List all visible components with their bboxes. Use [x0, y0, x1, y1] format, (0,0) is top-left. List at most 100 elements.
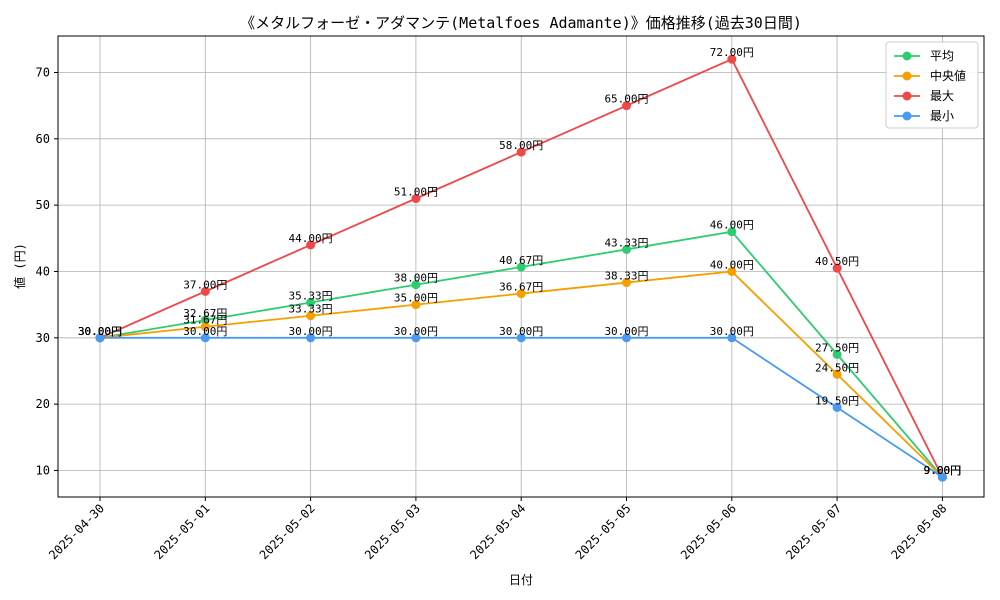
x-tick-label: 2025-05-07	[783, 501, 844, 562]
data-point	[727, 54, 737, 64]
data-label: 44.00円	[289, 232, 333, 245]
data-label: 40.00円	[710, 258, 754, 271]
x-tick-label: 2025-05-01	[151, 501, 212, 562]
data-label: 40.50円	[815, 255, 859, 268]
chart-title: 《メタルフォーゼ・アダマンテ(Metalfoes Adamante)》価格推移(…	[240, 14, 802, 32]
data-point	[516, 147, 526, 157]
x-tick-label: 2025-05-05	[573, 501, 634, 562]
legend-label: 最小	[930, 109, 954, 123]
data-point	[622, 244, 631, 254]
y-tick-label: 50	[36, 198, 50, 212]
legend-label: 中央値	[930, 68, 966, 83]
data-label: 19.50円	[815, 394, 859, 407]
data-label: 9.00円	[924, 464, 962, 477]
data-label: 32.67円	[183, 307, 227, 320]
y-axis-ticks: 10 20 30 40 50 60 70	[36, 65, 58, 477]
data-point	[622, 333, 631, 343]
data-point	[411, 280, 421, 290]
data-point	[727, 333, 737, 343]
x-axis-label: 日付	[509, 573, 533, 587]
legend-label: 最大	[930, 89, 954, 103]
legend-label: 平均	[930, 49, 954, 63]
data-label: 43.33円	[604, 236, 648, 249]
y-tick-label: 30	[36, 331, 50, 345]
data-label: 9.00円	[924, 464, 962, 477]
y-tick-label: 40	[36, 264, 50, 278]
data-label: 30.00円	[78, 325, 122, 338]
data-label: 9.00円	[924, 464, 962, 477]
data-labels: 30.00円 32.67円 35.33円 38.00円 40.67円 43.33円 46.0…	[78, 46, 961, 477]
data-point	[832, 263, 842, 273]
data-point	[937, 472, 947, 482]
x-tick-label: 2025-05-08	[889, 501, 950, 562]
legend-marker	[902, 71, 912, 81]
legend-marker	[902, 111, 912, 121]
data-point	[832, 402, 842, 412]
data-point	[200, 322, 210, 332]
data-label: 9.00円	[924, 464, 962, 477]
data-label: 35.00円	[394, 292, 438, 305]
x-tick-label: 2025-05-04	[467, 501, 528, 562]
y-tick-label: 70	[36, 65, 50, 79]
legend-marker	[902, 91, 912, 101]
data-label: 46.00円	[710, 219, 754, 232]
data-label: 30.00円	[78, 325, 122, 338]
y-axis-label: 値 (円)	[12, 243, 27, 289]
data-point	[832, 349, 842, 359]
data-label: 24.50円	[815, 361, 859, 374]
data-label: 51.00円	[394, 186, 438, 199]
data-point	[200, 286, 210, 296]
data-label: 36.67円	[499, 281, 543, 294]
data-point	[516, 262, 526, 272]
data-point	[306, 333, 316, 343]
data-point	[200, 333, 210, 343]
data-label: 38.33円	[604, 270, 648, 283]
data-point	[727, 227, 737, 237]
series-3	[95, 333, 947, 482]
x-tick-label: 2025-04-30	[46, 501, 107, 562]
data-point	[200, 315, 210, 325]
data-label: 65.00円	[604, 93, 648, 106]
data-point	[832, 369, 842, 379]
data-label: 38.00円	[394, 272, 438, 285]
data-label: 58.00円	[499, 139, 543, 152]
data-point	[95, 333, 105, 343]
data-point	[411, 333, 421, 343]
x-axis-ticks: 2025-04-30 2025-05-01 2025-05-02 2025-05-03…	[46, 497, 950, 562]
y-tick-label: 10	[36, 463, 50, 477]
data-label: 27.50円	[815, 341, 859, 354]
y-tick-label: 60	[36, 132, 50, 146]
legend-marker	[902, 51, 912, 61]
data-point	[516, 333, 526, 343]
data-label: 30.00円	[183, 325, 227, 338]
x-tick-label: 2025-05-03	[362, 501, 423, 562]
x-tick-label: 2025-05-06	[678, 501, 739, 562]
data-point	[516, 289, 526, 299]
series-layer	[95, 54, 947, 482]
data-label: 30.00円	[394, 325, 438, 338]
data-point	[411, 194, 421, 204]
x-tick-label: 2025-05-02	[257, 501, 318, 562]
data-label: 40.67円	[499, 254, 543, 267]
data-label: 33.33円	[289, 303, 333, 316]
data-point	[306, 311, 316, 321]
data-label: 35.33円	[289, 289, 333, 302]
data-point	[622, 101, 631, 111]
data-label: 37.00円	[183, 278, 227, 291]
data-label: 30.00円	[604, 325, 648, 338]
y-tick-label: 20	[36, 397, 50, 411]
data-point	[411, 300, 421, 310]
data-label: 30.00円	[78, 325, 122, 338]
data-point	[622, 278, 631, 288]
data-point	[306, 240, 316, 250]
data-point	[727, 266, 737, 276]
data-point	[306, 297, 316, 307]
data-label: 30.00円	[78, 325, 122, 338]
data-label: 30.00円	[289, 325, 333, 338]
data-label: 30.00円	[710, 325, 754, 338]
legend-box	[885, 41, 979, 129]
data-label: 72.00円	[710, 46, 754, 59]
data-label: 30.00円	[499, 325, 543, 338]
